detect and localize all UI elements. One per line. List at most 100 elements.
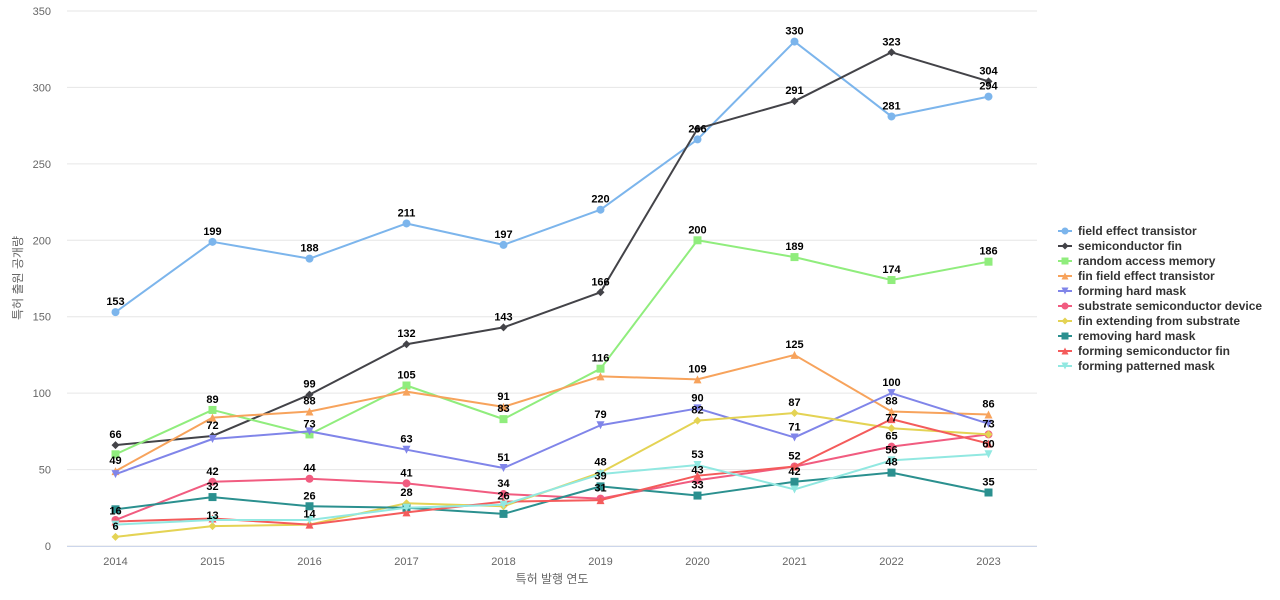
data-label: 291 — [785, 85, 803, 97]
legend-item[interactable]: forming hard mask — [1058, 284, 1186, 298]
legend-item[interactable]: forming patterned mask — [1058, 359, 1215, 373]
legend-label: field effect transistor — [1078, 224, 1197, 238]
data-label: 60 — [982, 438, 994, 450]
data-label: 132 — [397, 328, 415, 340]
data-label: 88 — [885, 395, 897, 407]
legend-marker — [1061, 272, 1069, 280]
data-label: 211 — [398, 207, 416, 219]
y-tick-label: 350 — [33, 6, 51, 18]
data-point — [402, 503, 411, 512]
data-point — [208, 522, 217, 531]
data-point — [887, 424, 896, 433]
data-point — [305, 516, 314, 525]
data-point — [887, 456, 896, 465]
series-line — [115, 353, 989, 472]
data-point — [208, 405, 217, 414]
data-point — [499, 464, 508, 473]
y-tick-label: 100 — [33, 388, 51, 400]
series-4 — [111, 389, 993, 479]
legend-marker — [1061, 287, 1069, 295]
data-label: 51 — [497, 452, 509, 464]
x-tick-label: 2023 — [976, 556, 1000, 568]
data-label: 83 — [497, 403, 509, 415]
data-label: 34 — [497, 478, 510, 490]
y-tick-label: 200 — [33, 235, 51, 247]
data-point — [402, 508, 411, 517]
data-point — [402, 219, 411, 228]
data-label: 53 — [691, 449, 703, 461]
legend-label: forming hard mask — [1078, 284, 1186, 298]
legend-item[interactable]: fin extending from substrate — [1058, 314, 1240, 328]
data-label: 188 — [300, 243, 318, 255]
data-label: 186 — [979, 246, 997, 258]
data-point — [887, 389, 896, 398]
legend-marker — [1061, 347, 1069, 355]
legend-label: fin field effect transistor — [1078, 269, 1215, 283]
data-label: 52 — [788, 451, 800, 463]
data-point — [305, 407, 314, 416]
data-labels: 1531991882111972202663302812946699132143… — [106, 26, 998, 533]
data-point — [111, 505, 120, 514]
data-label: 86 — [982, 399, 994, 411]
data-point — [790, 462, 799, 471]
data-label: 153 — [106, 296, 124, 308]
data-point — [499, 500, 508, 509]
data-label: 79 — [594, 409, 606, 421]
data-point — [111, 441, 120, 450]
series-5 — [111, 430, 993, 525]
legend-item[interactable]: field effect transistor — [1058, 224, 1197, 238]
data-point — [596, 470, 605, 479]
legend-marker — [1061, 242, 1069, 250]
data-point — [693, 124, 702, 133]
data-point — [596, 205, 605, 214]
data-point — [790, 97, 799, 106]
data-label: 43 — [691, 464, 703, 476]
data-point — [984, 92, 993, 101]
data-label: 91 — [497, 391, 509, 403]
data-label: 82 — [691, 405, 703, 417]
legend-item[interactable]: forming semiconductor fin — [1058, 344, 1230, 358]
x-axis-title: 특허 발행 연도 — [516, 571, 589, 586]
legend-item[interactable]: removing hard mask — [1058, 329, 1196, 343]
data-label: 48 — [885, 457, 897, 469]
data-label: 49 — [109, 455, 121, 467]
data-point — [984, 430, 993, 439]
data-label: 28 — [400, 487, 412, 499]
y-tick-label: 300 — [33, 82, 51, 94]
data-label: 109 — [688, 363, 706, 375]
series-7 — [111, 468, 993, 518]
legend-item[interactable]: substrate semiconductor device — [1058, 299, 1262, 313]
data-point — [887, 415, 896, 424]
data-label: 99 — [303, 379, 315, 391]
data-point — [887, 48, 896, 57]
series-3 — [111, 350, 993, 476]
data-point — [693, 471, 702, 480]
x-tick-label: 2014 — [103, 556, 127, 568]
data-point — [693, 135, 702, 144]
data-label: 65 — [885, 431, 897, 443]
legend-item[interactable]: random access memory — [1058, 254, 1216, 268]
data-point — [596, 364, 605, 373]
series-line — [114, 40, 989, 313]
legend-label: random access memory — [1078, 254, 1216, 268]
data-point — [499, 490, 508, 499]
data-point — [790, 253, 799, 262]
data-label: 39 — [594, 470, 606, 482]
data-point — [499, 323, 508, 332]
data-label: 73 — [982, 418, 994, 430]
legend-label: forming patterned mask — [1078, 359, 1215, 373]
legend-label: semiconductor fin — [1078, 239, 1182, 253]
y-tick-label: 150 — [33, 312, 51, 324]
data-label: 13 — [206, 510, 218, 522]
data-label: 63 — [400, 434, 412, 446]
legend-marker — [1061, 227, 1069, 235]
data-point — [402, 445, 411, 454]
series-line — [115, 392, 989, 476]
data-label: 48 — [594, 457, 606, 469]
legend-item[interactable]: semiconductor fin — [1058, 239, 1182, 253]
data-point — [693, 236, 702, 245]
legend-item[interactable]: fin field effect transistor — [1058, 269, 1215, 283]
data-label: 90 — [691, 392, 703, 404]
